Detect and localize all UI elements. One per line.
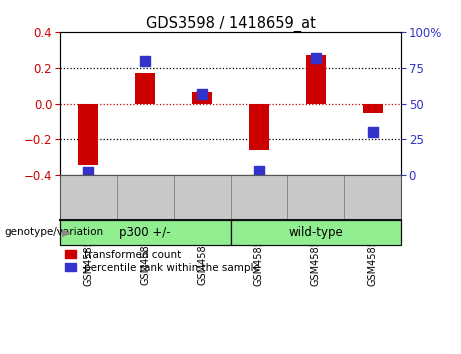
Text: wild-type: wild-type [289, 226, 343, 239]
Point [142, 58, 149, 63]
Bar [230, 220, 401, 245]
Bar [60, 220, 230, 245]
Legend: transformed count, percentile rank within the sample: transformed count, percentile rank withi… [65, 250, 260, 273]
Bar [78, 104, 98, 165]
Point [198, 91, 206, 96]
Point [312, 55, 319, 61]
Bar [306, 55, 326, 104]
Bar [192, 92, 212, 104]
Point [85, 170, 92, 175]
Bar [135, 73, 155, 104]
Point [369, 130, 376, 135]
Bar [249, 104, 269, 150]
Text: p300 +/-: p300 +/- [119, 226, 171, 239]
Text: genotype/variation: genotype/variation [5, 227, 104, 238]
Point [255, 168, 263, 174]
Bar [363, 104, 383, 113]
Title: GDS3598 / 1418659_at: GDS3598 / 1418659_at [146, 16, 315, 32]
Text: ▶: ▶ [62, 227, 71, 238]
